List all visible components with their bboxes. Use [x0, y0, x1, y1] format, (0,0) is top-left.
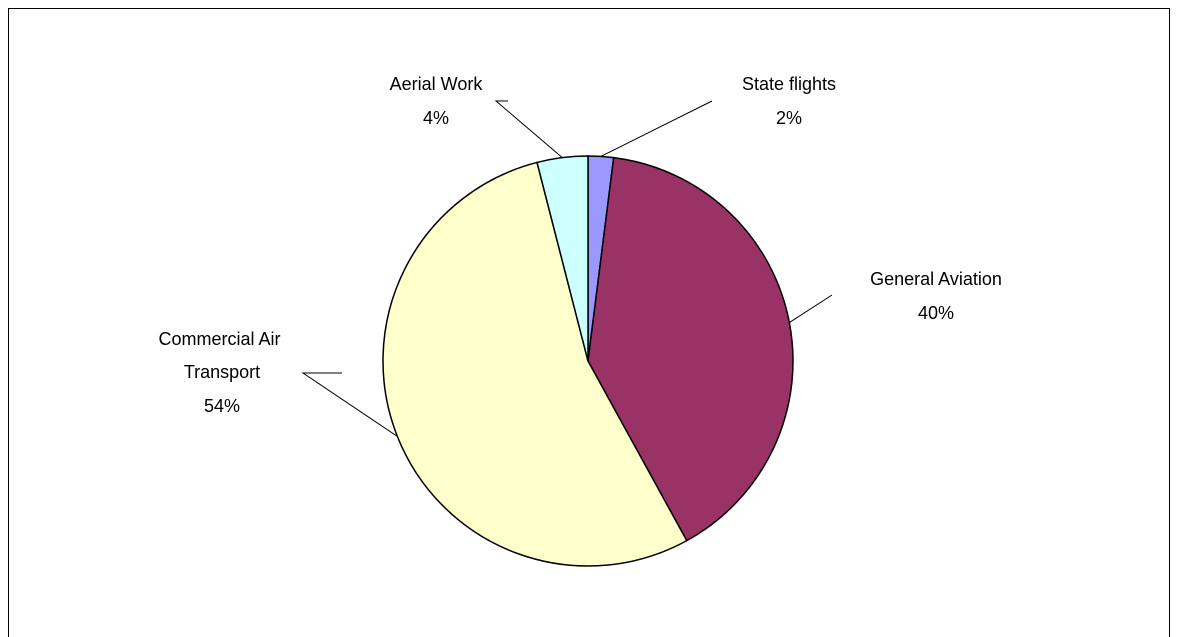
leader-lines [301, 100, 833, 437]
label-aerial-work-value: 4% [423, 108, 449, 128]
leader-line-commercial-air-transport [301, 372, 398, 437]
label-state-flights-value: 2% [776, 108, 802, 128]
label-general-aviation-name: General Aviation [870, 269, 1002, 289]
slice-aerial-work [536, 155, 589, 362]
pie-slices [382, 155, 794, 567]
label-aerial-work-name: Aerial Work [390, 74, 484, 94]
leader-line-aerial-work [494, 100, 563, 158]
label-state-flights-name: State flights [742, 74, 836, 94]
label-general-aviation-value: 40% [918, 303, 954, 323]
label-commercial-air-transport-name: Commercial Air Transport [158, 329, 285, 382]
slice-commercial-air-transport [382, 161, 688, 567]
leader-line-state-flights [600, 100, 713, 157]
label-commercial-air-transport-value: 54% [204, 396, 240, 416]
leader-line-general-aviation [789, 294, 833, 324]
